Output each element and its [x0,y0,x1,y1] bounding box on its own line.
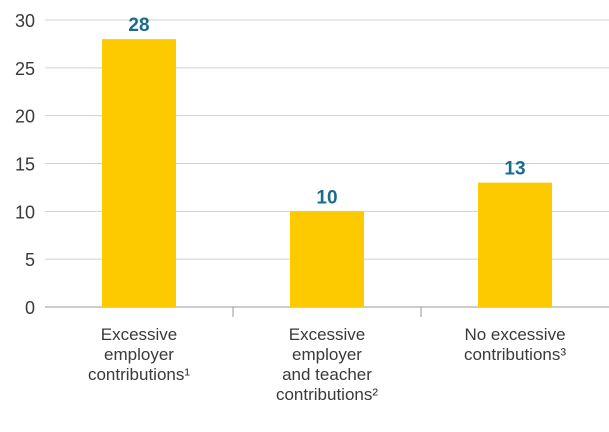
y-tick-label: 25 [15,59,35,79]
x-tick-label: Excessive employer contributions¹ [88,325,190,384]
value-label: 10 [316,187,337,208]
y-tick-label: 15 [15,155,35,175]
bar [478,182,552,307]
y-tick-label: 0 [25,298,35,318]
x-tick-label: Excessive employer and teacher contribution… [276,325,378,404]
value-label: 28 [128,15,149,36]
y-tick-label: 20 [15,107,35,127]
bar [102,39,176,308]
y-tick-label: 5 [25,250,35,270]
y-tick-label: 10 [15,202,35,222]
value-label: 13 [504,159,525,180]
bar [290,211,364,307]
y-tick-label: 30 [15,11,35,31]
x-tick-label: No excessive contributions³ [464,325,566,364]
